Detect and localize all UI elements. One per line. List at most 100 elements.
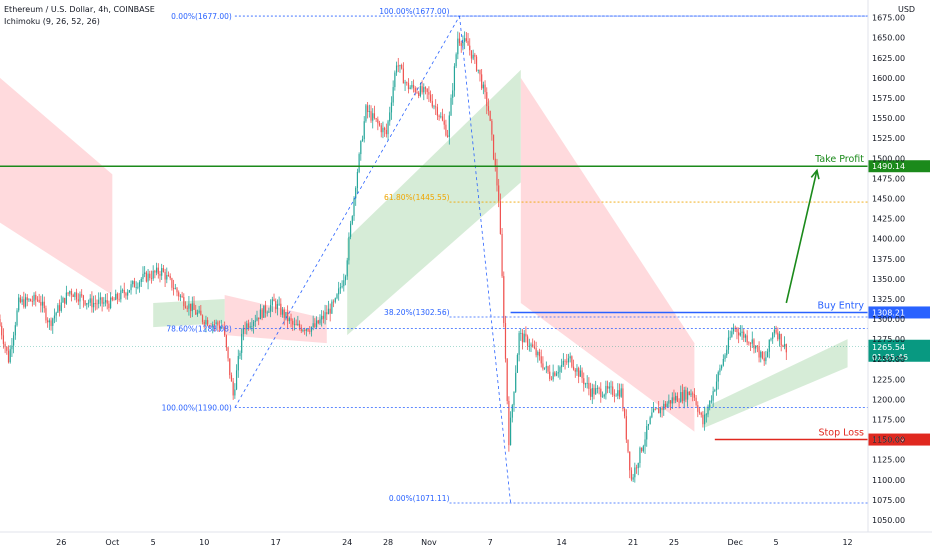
candle-body	[610, 386, 612, 388]
candle-body	[719, 368, 721, 373]
candle-body	[721, 365, 723, 369]
candle-body	[7, 350, 10, 363]
chart-title: Ethereum / U.S. Dollar, 4h, COINBASE	[4, 5, 155, 14]
candle-body	[196, 312, 199, 315]
candle-body	[43, 301, 45, 309]
candle-body	[123, 289, 125, 294]
candle-body	[482, 84, 484, 89]
candle-body	[190, 303, 192, 312]
candle-body	[707, 407, 709, 415]
candle-body	[714, 390, 716, 392]
candle-body	[499, 201, 501, 234]
candle-body	[232, 381, 234, 396]
candle-body	[234, 389, 236, 396]
candle-body	[247, 323, 250, 328]
candle-body	[518, 333, 520, 355]
candle-body	[777, 332, 779, 340]
candle-body	[239, 352, 241, 357]
candle-body	[26, 297, 28, 301]
candle-body	[281, 309, 284, 315]
candle-body	[688, 391, 690, 395]
candle-body	[601, 396, 604, 398]
fib2-level-label: 38.20%(1302.56)	[384, 308, 450, 317]
candle-body	[617, 390, 619, 396]
candle-body	[583, 378, 585, 385]
take-profit-tag-text: 1490.14	[872, 162, 905, 171]
candle-body	[726, 349, 728, 356]
y-tick-label: 1500.00	[872, 154, 905, 163]
candle-body	[741, 331, 743, 334]
candle-body	[450, 97, 452, 116]
candle-body	[225, 335, 227, 348]
candle-body	[697, 405, 699, 412]
candle-body	[642, 446, 644, 452]
candle-body	[2, 335, 5, 344]
candle-body	[33, 294, 35, 302]
candle-body	[47, 320, 49, 323]
candle-body	[373, 113, 376, 119]
candle-body	[646, 426, 648, 440]
candle-body	[758, 346, 760, 358]
candle-body	[545, 366, 547, 368]
y-tick-label: 1050.00	[872, 516, 905, 525]
candle-body	[305, 328, 307, 331]
candle-body	[30, 299, 32, 302]
candle-body	[167, 275, 170, 277]
candle-body	[48, 320, 50, 323]
candle-body	[193, 303, 195, 310]
y-tick-label: 1125.00	[872, 456, 905, 465]
candle-body	[428, 92, 430, 95]
candle-body	[275, 301, 277, 310]
candle-body	[377, 119, 379, 124]
candle-body	[663, 403, 665, 411]
candle-body	[254, 320, 256, 322]
candle-body	[137, 286, 139, 288]
target-arrow-line	[785, 170, 818, 304]
candle-body	[283, 309, 285, 318]
candle-body	[93, 302, 95, 308]
candle-body	[559, 367, 561, 373]
candle-body	[24, 297, 27, 307]
candle-body	[695, 397, 697, 406]
candle-body	[647, 424, 650, 427]
y-tick-label: 1325.00	[872, 295, 905, 304]
candle-body	[21, 299, 23, 303]
candle-body	[140, 278, 142, 282]
candle-body	[448, 115, 450, 137]
candle-body	[528, 345, 530, 347]
candle-body	[402, 68, 404, 84]
candle-body	[55, 312, 57, 316]
candle-body	[144, 272, 146, 274]
candle-body	[533, 346, 536, 349]
candle-body	[53, 315, 56, 319]
candle-body	[348, 236, 350, 261]
candle-body	[540, 356, 542, 364]
candle-body	[715, 381, 718, 391]
buy-entry-tag-text: 1308.21	[872, 308, 905, 317]
y-tick-label: 1150.00	[872, 436, 905, 445]
x-tick-label: 5	[151, 538, 156, 547]
candle-body	[414, 88, 416, 93]
candle-body	[744, 335, 747, 338]
current-price-countdown: 01:05:46	[872, 353, 908, 362]
candle-body	[72, 294, 74, 298]
x-tick-label: 21	[628, 538, 638, 547]
candle-body	[287, 311, 289, 322]
candle-body	[336, 294, 338, 299]
candle-body	[489, 110, 491, 121]
candle-body	[69, 291, 71, 294]
candle-body	[457, 38, 459, 55]
candle-body	[370, 111, 372, 121]
candle-body	[600, 388, 602, 397]
candle-body	[13, 335, 15, 346]
candle-body	[11, 345, 13, 350]
candle-body	[624, 408, 626, 417]
candle-body	[157, 267, 159, 275]
candle-body	[23, 299, 25, 307]
candle-body	[671, 397, 673, 404]
candle-body	[538, 351, 541, 357]
candle-body	[589, 388, 592, 397]
candle-body	[98, 299, 100, 304]
candle-body	[651, 412, 653, 418]
